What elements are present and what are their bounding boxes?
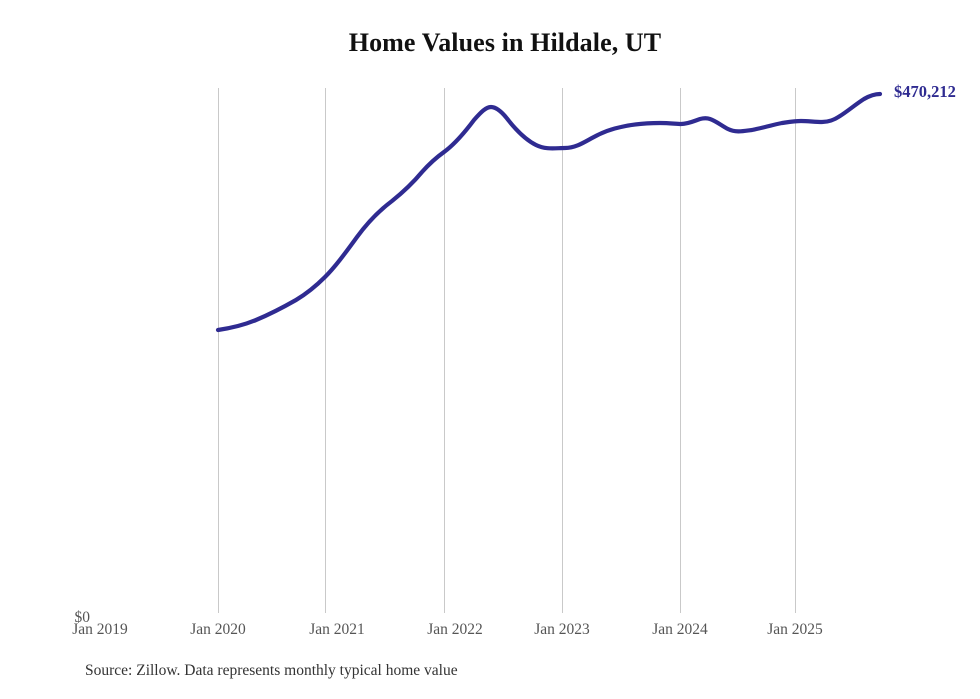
gridline-jan-2024 <box>680 88 681 613</box>
x-tick-label-jan-2022: Jan 2022 <box>427 621 483 638</box>
x-tick-label-jan-2024: Jan 2024 <box>652 621 708 638</box>
gridline-jan-2020 <box>218 88 219 613</box>
gridline-jan-2025 <box>795 88 796 613</box>
end-value-annotation: $470,212 <box>894 82 956 101</box>
x-tick-label-jan-2021: Jan 2021 <box>309 621 365 638</box>
x-tick-label-jan-2020: Jan 2020 <box>190 621 246 638</box>
gridline-jan-2021 <box>325 88 326 613</box>
y-axis-zero-label: $0 <box>74 609 91 626</box>
source-caption: Source: Zillow. Data represents monthly … <box>85 662 458 679</box>
gridline-jan-2023 <box>562 88 563 613</box>
x-tick-label-jan-2023: Jan 2023 <box>534 621 590 638</box>
gridline-jan-2022 <box>444 88 445 613</box>
series-path-typical-home-value <box>215 91 883 333</box>
x-tick-label-jan-2025: Jan 2025 <box>767 621 823 638</box>
x-tick-label-jan-2019: Jan 2019 <box>72 621 128 638</box>
chart-title: Home Values in Hildale, UT <box>348 28 662 57</box>
